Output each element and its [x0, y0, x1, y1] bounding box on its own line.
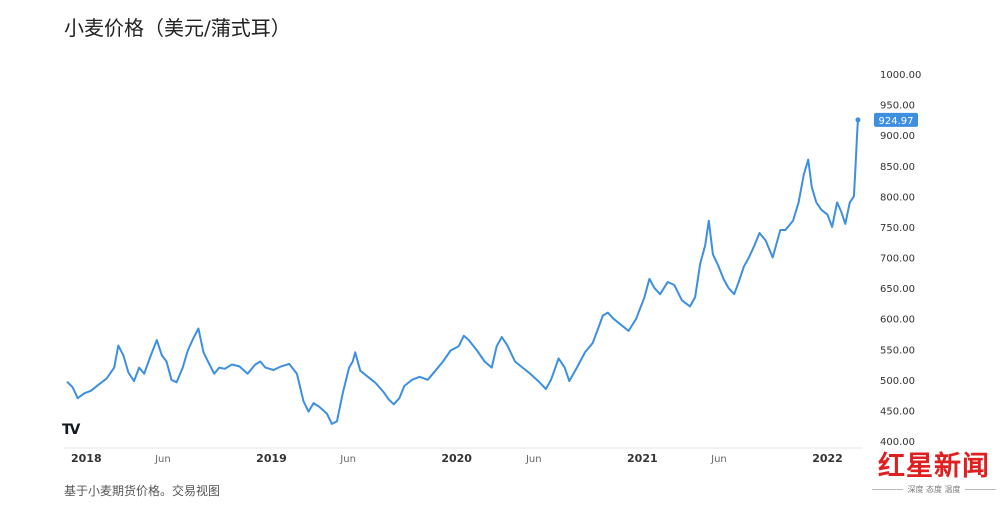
wheat-price-line [66, 119, 859, 425]
x-tick-label: Jun [154, 454, 171, 465]
x-tick-label: Jun [710, 454, 727, 465]
last-price-point [855, 117, 861, 123]
last-value-badge [874, 112, 918, 127]
watermark-slogan-row: 深度 态度 温度 [872, 484, 996, 495]
x-tick-label: 2018 [71, 452, 102, 465]
y-tick-label: 800.00 [880, 192, 915, 203]
x-tick-label: 2020 [441, 452, 472, 465]
y-tick-label: 450.00 [880, 406, 915, 417]
watermark-logo: 红星新闻 深度 态度 温度 [872, 444, 996, 500]
y-tick-label: 700.00 [880, 254, 915, 265]
slogan-left-rule [872, 489, 904, 490]
x-axis: 2018 Jun 2019 Jun 2020 Jun 2021 Jun 2022 [71, 452, 843, 465]
y-tick-label: 950.00 [880, 101, 915, 112]
y-tick-label: 500.00 [880, 376, 915, 387]
y-tick-label: 400.00 [880, 437, 915, 448]
x-tick-label: Jun [339, 454, 356, 465]
watermark-brand: 红星新闻 [878, 451, 990, 482]
tradingview-logo: TV [62, 422, 80, 438]
last-value-label: 924.97 [879, 116, 914, 127]
y-tick-label: 850.00 [880, 162, 915, 173]
y-tick-label: 900.00 [880, 131, 915, 142]
y-tick-label: 550.00 [880, 345, 915, 356]
y-axis: 400.00 450.00 500.00 550.00 600.00 650.00 700.… [880, 70, 921, 448]
series-layer [66, 117, 861, 425]
chart-title: 小麦价格（美元/蒲式耳） [64, 16, 291, 40]
x-tick-label: 2022 [812, 452, 843, 465]
x-tick-label: 2021 [627, 452, 658, 465]
y-tick-label: 600.00 [880, 315, 915, 326]
x-tick-label: Jun [525, 454, 542, 465]
last-value-layer: 924.97 [874, 112, 918, 127]
y-tick-label: 1000.00 [880, 70, 921, 81]
watermark-slogan: 深度 态度 温度 [907, 485, 961, 494]
y-tick-label: 750.00 [880, 223, 915, 234]
slogan-right-rule [964, 489, 996, 490]
y-tick-label: 650.00 [880, 284, 915, 295]
x-tick-label: 2019 [256, 452, 287, 465]
chart-caption: 基于小麦期货价格。交易视图 [64, 484, 221, 498]
